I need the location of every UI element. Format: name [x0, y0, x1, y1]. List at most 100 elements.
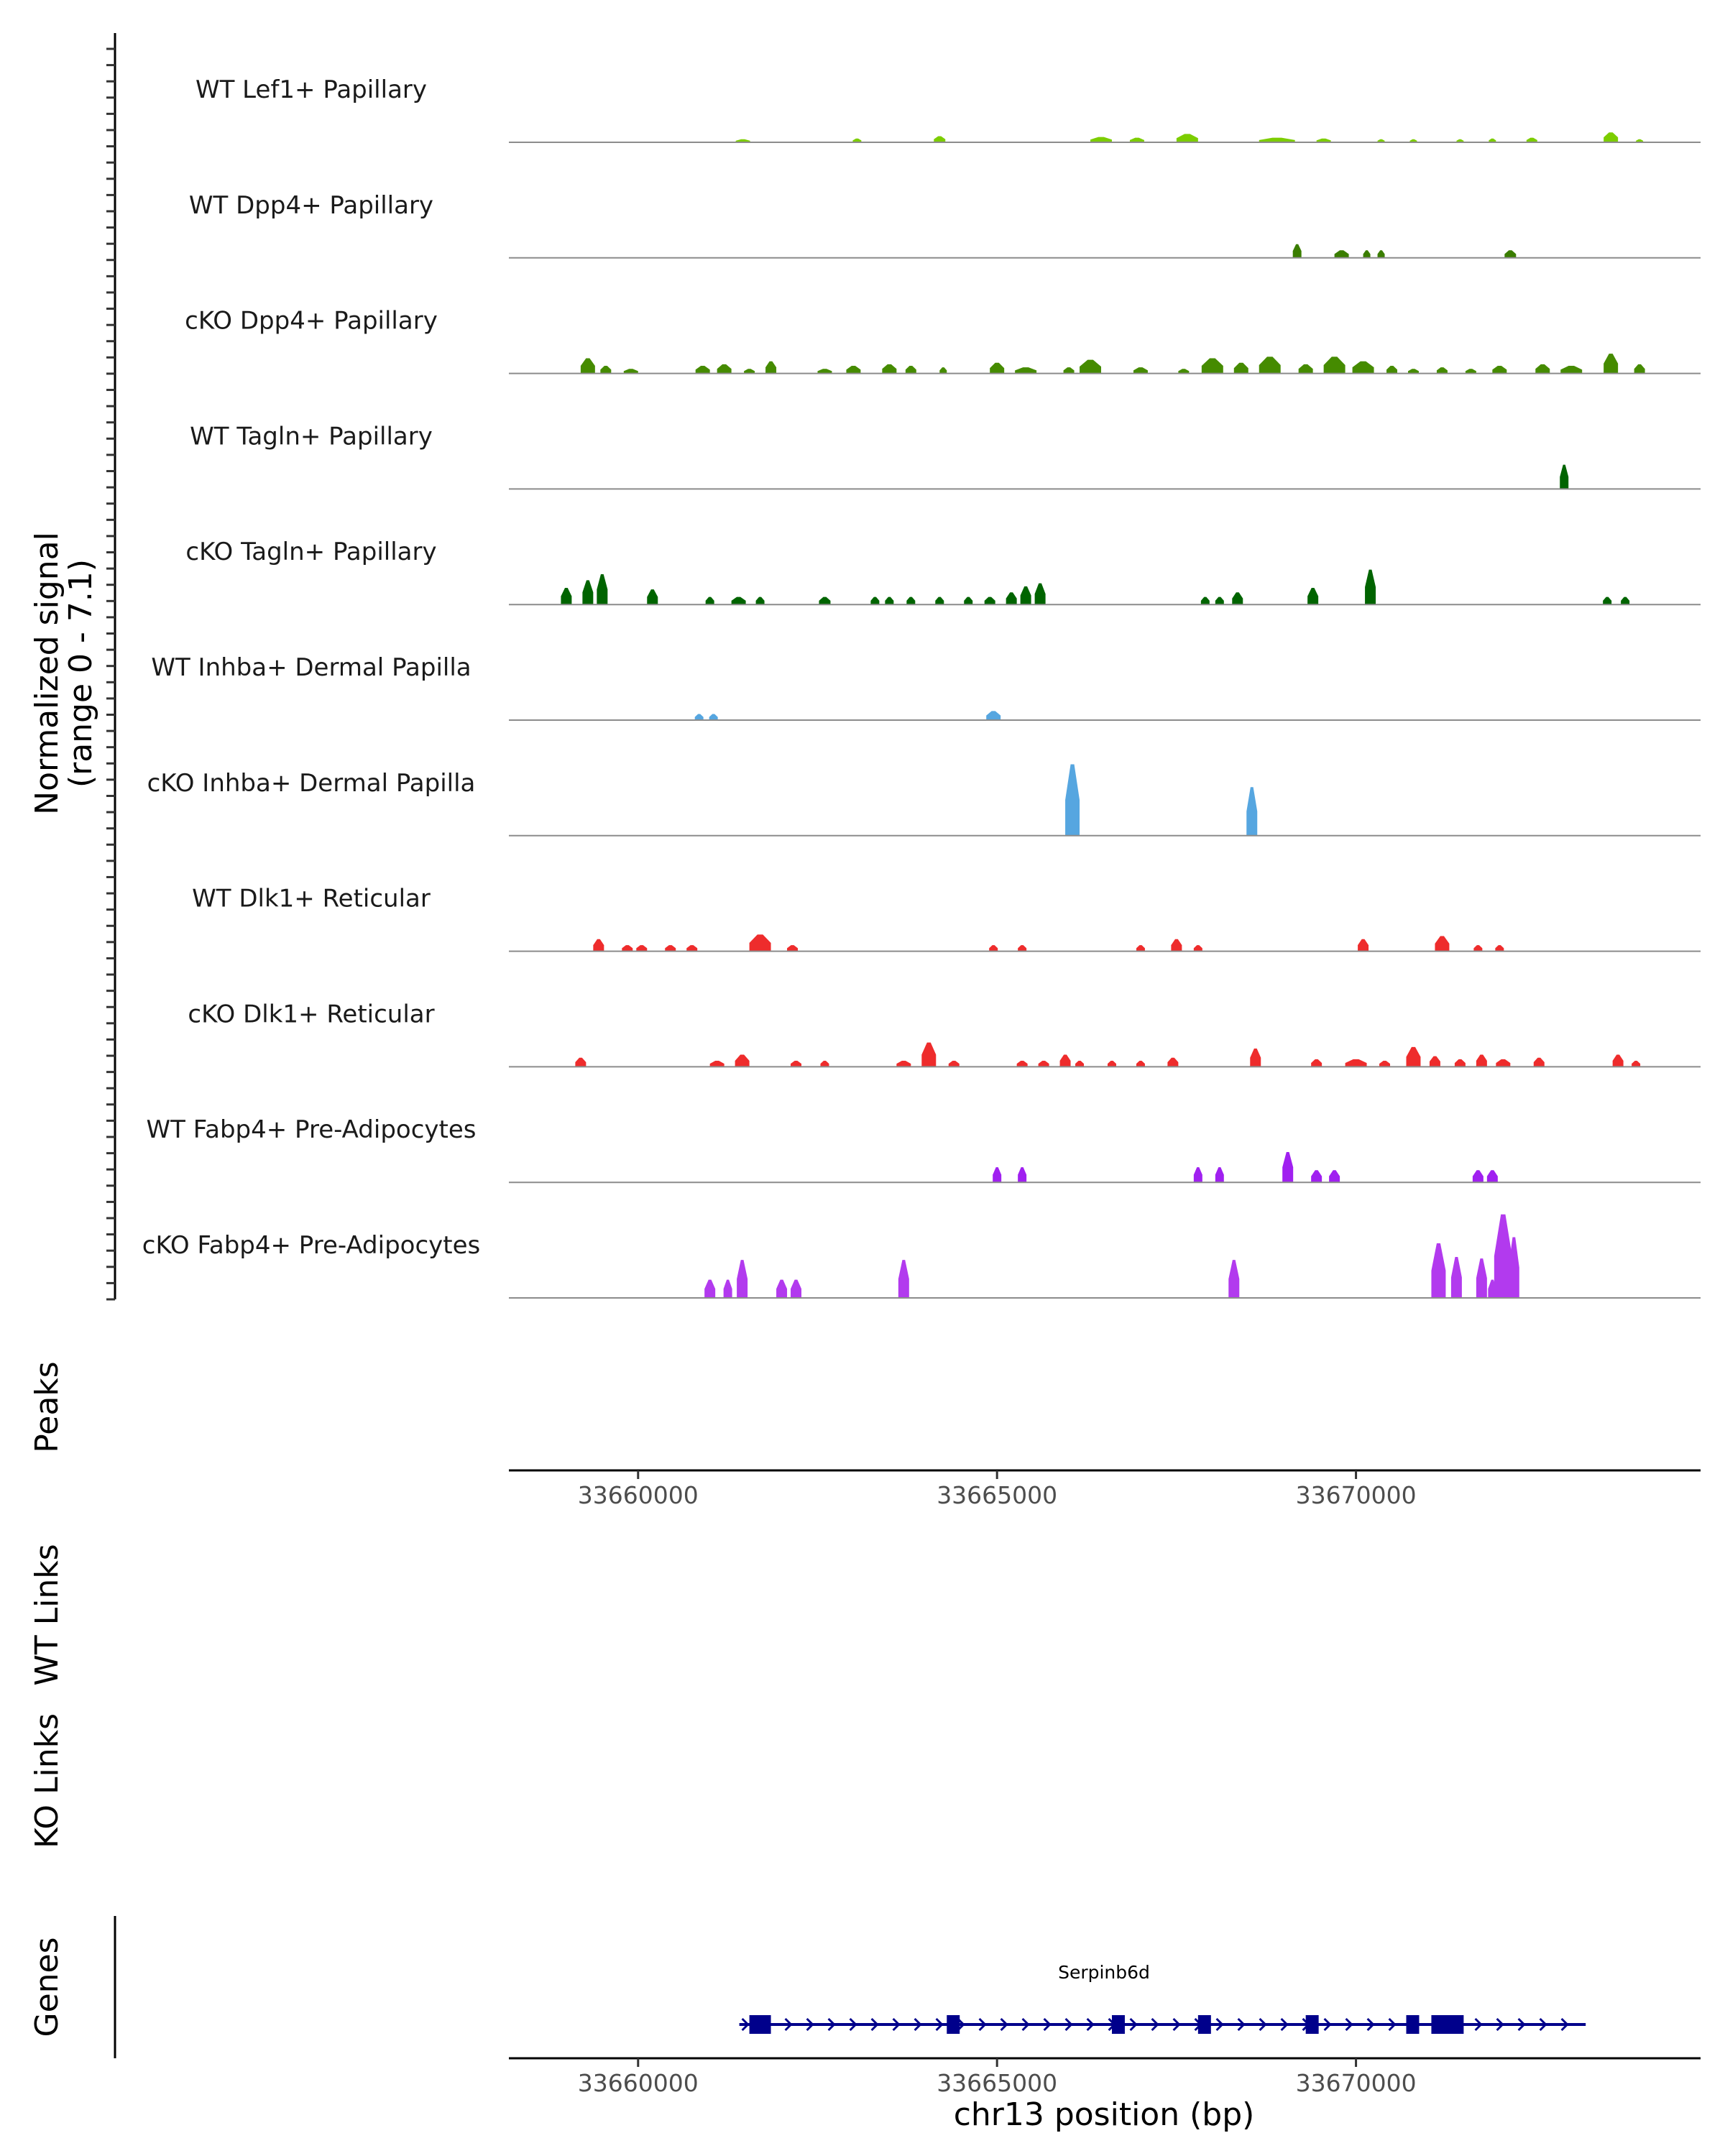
- xaxis-top-tick-label-1: 33665000: [937, 1481, 1057, 1509]
- signal-peak-cko-dpp4-papillary-9: [882, 364, 897, 374]
- signal-peak-wt-dlk1-reticular-2: [636, 945, 648, 952]
- signal-peak-wt-fabp4-pre-adipocytes-8: [1486, 1170, 1498, 1183]
- gene-strand-chevron-9: [935, 2017, 944, 2032]
- gene-strand-chevron-35: [1496, 2017, 1504, 2032]
- track-label-wt-tagln-papillary: WT Tagln+ Papillary: [190, 422, 433, 451]
- signal-peak-cko-dlk1-reticular-0: [575, 1057, 586, 1067]
- signal-peak-cko-dpp4-papillary-27: [1465, 369, 1476, 374]
- gene-strand-chevron-37: [1539, 2017, 1547, 2032]
- gene-strand-chevron-24: [1259, 2017, 1267, 2032]
- gene-strand-chevron-30: [1388, 2017, 1397, 2032]
- track-wt-dpp4-papillary: WT Dpp4+ Papillary: [189, 191, 1701, 259]
- track-label-wt-dlk1-reticular: WT Dlk1+ Reticular: [192, 885, 431, 913]
- y-axis-label: Normalized signal: [29, 532, 65, 815]
- signal-peak-cko-dpp4-papillary-10: [905, 366, 916, 374]
- track-label-wt-lef1-papillary: WT Lef1+ Papillary: [196, 75, 427, 104]
- signal-peak-wt-fabp4-pre-adipocytes-2: [1193, 1167, 1202, 1183]
- signal-peak-cko-tagln-papillary-12: [964, 596, 973, 605]
- signal-peak-wt-dlk1-reticular-6: [787, 945, 799, 952]
- wt-links-track-label: WT Links: [29, 1544, 65, 1685]
- signal-peak-cko-tagln-papillary-23: [1621, 596, 1630, 605]
- signal-peak-cko-dlk1-reticular-5: [896, 1060, 911, 1067]
- signal-peak-cko-dlk1-reticular-10: [1059, 1054, 1071, 1067]
- signal-peak-cko-dpp4-papillary-7: [817, 369, 832, 374]
- signal-peak-cko-dlk1-reticular-19: [1406, 1046, 1421, 1067]
- signal-peak-wt-lef1-papillary-5: [1176, 134, 1198, 142]
- signal-peak-cko-dlk1-reticular-26: [1632, 1060, 1641, 1067]
- signal-peak-cko-dpp4-papillary-19: [1233, 362, 1248, 374]
- gene-strand-chevron-25: [1280, 2017, 1289, 2032]
- signal-peak-wt-dpp4-papillary-4: [1504, 250, 1517, 258]
- signal-peak-cko-dpp4-papillary-2: [623, 369, 638, 374]
- signal-peak-cko-dlk1-reticular-16: [1311, 1059, 1322, 1067]
- gene-exon-2: [1111, 2015, 1125, 2034]
- signal-peak-cko-tagln-papillary-14: [1006, 592, 1017, 605]
- gene-strand-chevron-11: [978, 2017, 987, 2032]
- signal-peak-cko-tagln-papillary-18: [1215, 596, 1224, 605]
- track-cko-dpp4-papillary: cKO Dpp4+ Papillary: [185, 307, 1701, 374]
- signal-peak-cko-fabp4-pre-adipocytes-1: [723, 1279, 732, 1298]
- signal-peak-cko-dpp4-papillary-14: [1063, 367, 1075, 374]
- signal-peak-cko-dpp4-papillary-22: [1323, 356, 1346, 374]
- signal-peak-cko-tagln-papillary-17: [1200, 596, 1210, 605]
- signal-peak-cko-tagln-papillary-16: [1034, 583, 1046, 605]
- xaxis-bottom-tick-label-0: 33660000: [578, 2069, 699, 2097]
- signal-peak-cko-dpp4-papillary-1: [600, 366, 612, 374]
- gene-exon-4: [1305, 2015, 1319, 2034]
- genes-track-label: Genes: [29, 1937, 65, 2037]
- track-label-wt-inhba-dermal-papilla: WT Inhba+ Dermal Papilla: [151, 653, 471, 682]
- signal-peak-cko-dpp4-papillary-18: [1201, 358, 1223, 374]
- gene-exon-6: [1431, 2015, 1464, 2034]
- signal-peak-cko-tagln-papillary-21: [1365, 569, 1376, 605]
- signal-peak-cko-dpp4-papillary-3: [695, 366, 710, 374]
- signal-peak-wt-lef1-papillary-10: [1456, 139, 1464, 142]
- signal-peak-wt-fabp4-pre-adipocytes-4: [1282, 1151, 1294, 1183]
- signal-peak-wt-dpp4-papillary-1: [1334, 250, 1349, 258]
- gene-exon-3: [1197, 2015, 1211, 2034]
- signal-peak-cko-dpp4-papillary-0: [580, 358, 595, 374]
- gene-model-serpinb6d: [739, 2015, 1586, 2034]
- gene-exon-1: [947, 2015, 960, 2034]
- signal-peak-cko-fabp4-pre-adipocytes-6: [1228, 1260, 1240, 1298]
- signal-peak-cko-tagln-papillary-11: [935, 596, 944, 605]
- signal-peak-cko-tagln-papillary-8: [870, 596, 880, 605]
- signal-peak-wt-dlk1-reticular-9: [1136, 945, 1145, 952]
- signal-peak-cko-inhba-dermal-papilla-0: [1065, 764, 1080, 836]
- gene-strand-chevron-5: [849, 2017, 857, 2032]
- signal-peak-cko-dlk1-reticular-22: [1476, 1054, 1487, 1067]
- gene-strand-chevron-15: [1064, 2017, 1073, 2032]
- signal-peak-wt-dlk1-reticular-11: [1193, 945, 1202, 952]
- peaks-x-axis: 33660000 33665000 33670000: [578, 1470, 1417, 1509]
- signal-peak-cko-tagln-papillary-3: [647, 589, 658, 605]
- signal-peak-cko-dpp4-papillary-21: [1298, 364, 1313, 374]
- signal-peak-cko-dpp4-papillary-30: [1560, 366, 1583, 374]
- signal-peak-cko-tagln-papillary-9: [885, 596, 894, 605]
- signal-peak-wt-dlk1-reticular-15: [1495, 945, 1504, 952]
- signal-peak-cko-tagln-papillary-4: [705, 596, 714, 605]
- signal-peak-cko-dpp4-papillary-12: [990, 362, 1005, 374]
- signal-peak-wt-lef1-papillary-13: [1604, 132, 1619, 142]
- signal-peak-wt-fabp4-pre-adipocytes-7: [1472, 1170, 1484, 1183]
- xaxis-top-tick-label-0: 33660000: [578, 1481, 699, 1509]
- signal-y-axis: [106, 33, 116, 1301]
- signal-peak-cko-fabp4-pre-adipocytes-0: [704, 1279, 716, 1298]
- signal-peak-cko-dlk1-reticular-17: [1345, 1059, 1367, 1067]
- signal-peak-cko-dlk1-reticular-1: [709, 1060, 724, 1067]
- peaks-track-label: Peaks: [29, 1361, 65, 1452]
- signal-peak-cko-dlk1-reticular-25: [1612, 1054, 1624, 1067]
- gene-strand-chevron-13: [1021, 2017, 1030, 2032]
- signal-peak-cko-inhba-dermal-papilla-1: [1246, 787, 1258, 836]
- signal-peak-cko-dlk1-reticular-11: [1075, 1060, 1085, 1067]
- gene-strand-chevron-2: [784, 2017, 793, 2032]
- gene-strand-chevron-29: [1366, 2017, 1375, 2032]
- xaxis-top-tick-label-2: 33670000: [1296, 1481, 1417, 1509]
- signal-peak-wt-lef1-papillary-4: [1129, 137, 1144, 142]
- signal-peak-wt-lef1-papillary-11: [1489, 138, 1496, 142]
- gene-strand-chevron-0: [741, 2017, 750, 2032]
- signal-peak-cko-dlk1-reticular-4: [820, 1060, 829, 1067]
- track-label-cko-fabp4-pre-adipocytes: cKO Fabp4+ Pre-Adipocytes: [142, 1231, 481, 1260]
- signal-peak-cko-dpp4-papillary-13: [1015, 367, 1037, 374]
- signal-peak-cko-dlk1-reticular-3: [791, 1060, 802, 1067]
- signal-peak-cko-fabp4-pre-adipocytes-12: [1508, 1237, 1519, 1298]
